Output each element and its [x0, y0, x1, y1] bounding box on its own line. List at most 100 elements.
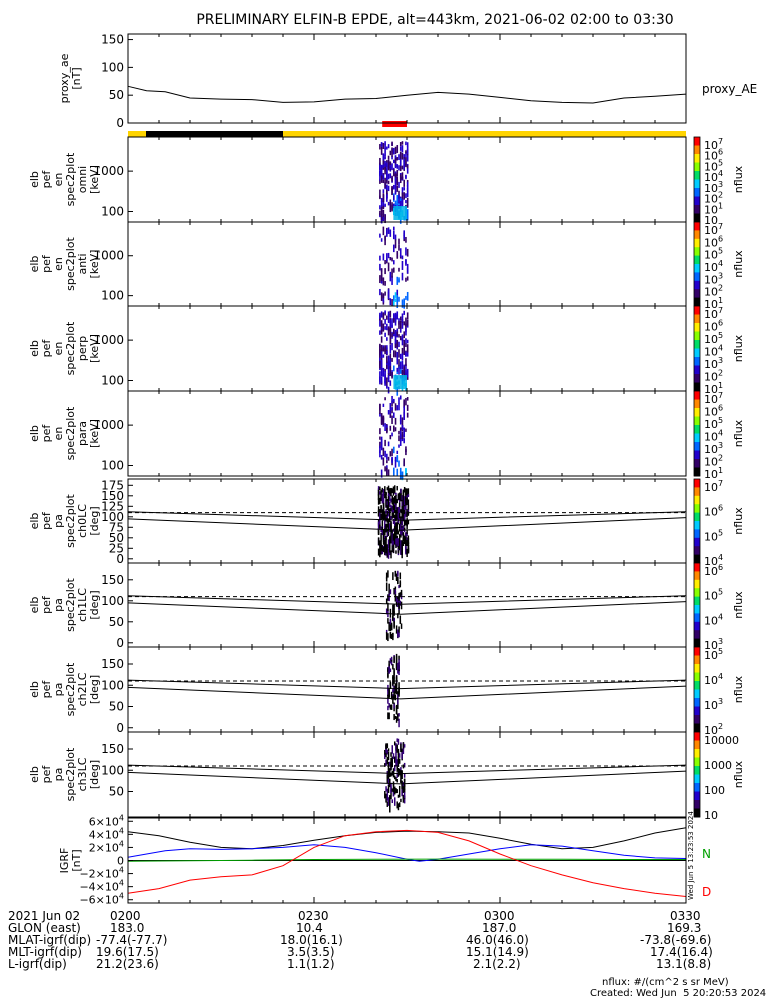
spectrogram-cell — [391, 318, 393, 327]
pitch-angle-cell — [384, 539, 386, 548]
y-tick-label: 0 — [116, 116, 124, 130]
spectrogram-cell — [380, 376, 383, 384]
colorbar-segment — [694, 636, 700, 640]
pitch-angle-cell — [402, 743, 405, 749]
pitch-angle-cell — [397, 550, 400, 554]
pitch-angle-cell — [385, 496, 387, 501]
pitch-angle-cell — [391, 539, 393, 546]
colorbar-segment — [694, 725, 700, 729]
pitch-angle-cell — [393, 618, 395, 622]
spectrogram-cell — [382, 295, 385, 303]
spectrogram-cell — [379, 403, 381, 411]
pitch-angle-cell — [380, 513, 382, 520]
colorbar-segment — [694, 166, 700, 170]
spectrogram-cell — [392, 295, 395, 302]
spectrogram-cell — [384, 397, 386, 401]
y-axis-label-line: en — [52, 257, 65, 271]
spectrogram-cell — [398, 430, 400, 435]
spectrogram-cell — [389, 451, 392, 457]
colorbar-segment — [694, 171, 700, 174]
pitch-angle-cell — [377, 506, 380, 513]
spectrogram-cell — [405, 449, 407, 456]
y-axis-label-line: spec2plot — [64, 406, 77, 460]
pitch-angle-cell — [390, 498, 392, 503]
pitch-angle-cell — [392, 518, 395, 525]
spectrogram-cell — [403, 427, 406, 433]
colorbar-segment — [694, 727, 700, 731]
colorbar-segment — [694, 558, 700, 562]
spectrogram-cell — [387, 262, 390, 272]
spectrogram-cell — [405, 328, 407, 336]
pitch-angle-cell — [394, 715, 397, 719]
pitch-angle-cell — [385, 798, 387, 803]
panel-para: 1000 100 elb pef en spec2plot para [keV] 1071061… — [28, 390, 745, 481]
spectrogram-cell — [406, 181, 409, 187]
pitch-angle-cell — [384, 763, 386, 767]
pitch-angle-cell — [379, 508, 381, 514]
colorbar-segment — [694, 450, 700, 454]
spectrogram-cell — [391, 457, 393, 464]
y-tick-label: 100 — [101, 763, 124, 777]
pitch-angle-cell — [387, 518, 390, 528]
colorbar-segment — [694, 179, 700, 183]
spectrogram-cell — [394, 292, 397, 298]
spectrogram-cell — [387, 252, 390, 259]
colorbar-segment — [694, 521, 700, 524]
pitch-angle-cell — [400, 531, 402, 538]
pitch-angle-cell — [384, 749, 386, 756]
colorbar-segment — [694, 403, 700, 407]
pitch-angle-cell — [387, 712, 389, 720]
spectrogram-cell — [399, 165, 402, 172]
colorbar-segment — [694, 683, 700, 686]
y-axis-label-line: pa — [52, 768, 65, 782]
pitch-angle-cell — [402, 490, 405, 499]
pitch-angle-cell — [405, 492, 407, 500]
spectrogram-cell — [394, 158, 397, 164]
pitch-angle-cell — [389, 589, 392, 595]
pitch-angle-cell — [390, 790, 392, 800]
spectrogram-cell — [379, 441, 381, 449]
igrf-series-red — [127, 829, 687, 897]
pitch-angle-cell — [402, 513, 405, 519]
legend-n: N — [702, 847, 711, 861]
spectrogram-cell — [394, 180, 397, 189]
spectrogram-cell — [382, 153, 385, 161]
colorbar-segment — [694, 649, 700, 652]
spectrogram-cell — [379, 288, 381, 296]
pitch-angle-cell — [394, 687, 397, 694]
spectrogram-cell — [384, 450, 386, 458]
spectrogram-cell — [405, 141, 407, 146]
spectrogram-cell — [389, 205, 392, 213]
spectrogram-cell — [406, 404, 409, 411]
pitch-angle-cell — [395, 573, 398, 581]
spectrogram-cell — [391, 273, 393, 278]
pitch-angle-cell — [393, 798, 396, 803]
pitch-angle-cell — [401, 501, 403, 507]
spectrogram-cell — [382, 447, 385, 456]
pitch-angle-cell — [395, 509, 397, 519]
colorbar-segment — [694, 331, 700, 335]
spectrogram-cell — [384, 214, 386, 224]
pitch-angle-cell — [380, 506, 382, 512]
pitch-angle-cell — [377, 548, 380, 556]
pitch-angle-cell — [379, 549, 381, 557]
colorbar-segment — [694, 695, 700, 699]
colorbar-segment — [694, 729, 700, 733]
y-tick-label: 1000 — [93, 164, 124, 178]
colorbar-segment — [694, 444, 700, 447]
colorbar-segment — [694, 489, 700, 493]
colorbar-segment — [694, 198, 700, 202]
spectrogram-cell — [379, 312, 381, 319]
spectrogram-cell — [379, 275, 381, 284]
pitch-angle-cell — [406, 497, 408, 506]
colorbar-tick-label: 10000 — [704, 734, 739, 747]
pitch-angle-cell — [379, 524, 381, 529]
pitch-angle-cell — [384, 790, 386, 799]
pitch-angle-cell — [401, 527, 403, 536]
pitch-angle-cell — [397, 668, 399, 674]
colorbar-segment — [694, 337, 700, 341]
pitch-angle-cell — [381, 509, 384, 518]
spectrogram-cell — [382, 201, 385, 206]
colorbar-segment — [694, 301, 700, 305]
spectrogram-cell — [384, 163, 386, 172]
